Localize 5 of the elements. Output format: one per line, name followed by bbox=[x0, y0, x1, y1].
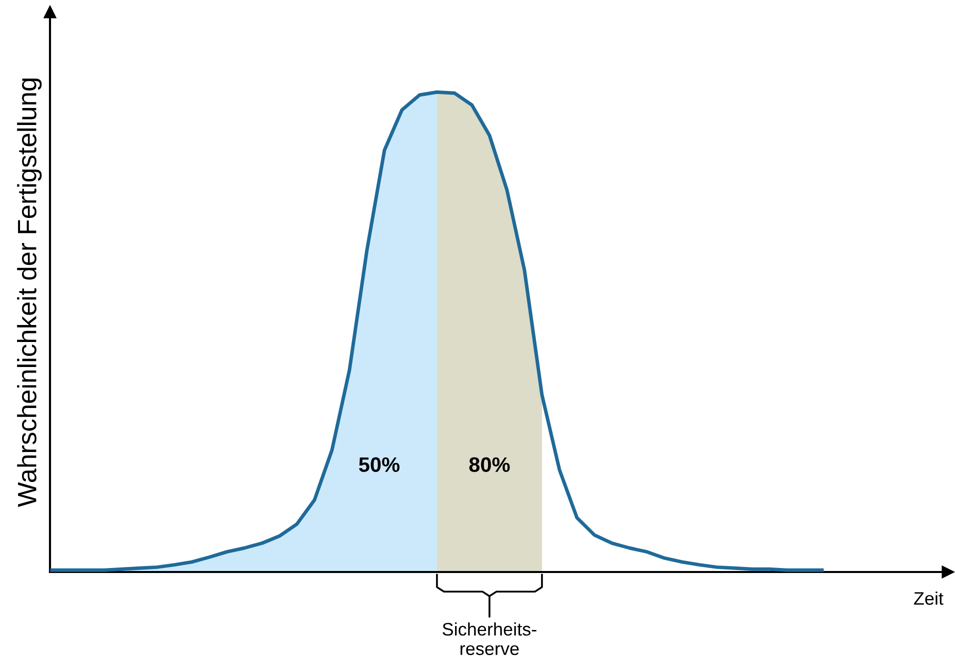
annotation: 50% bbox=[358, 457, 400, 472]
text: Sicherheits- reserve bbox=[442, 622, 536, 656]
x-axis-title: Zeit bbox=[914, 592, 944, 605]
annotation: 80% bbox=[469, 457, 510, 472]
y-axis-title: Wahrscheinlichkeit der Fertigstellung bbox=[17, 78, 42, 507]
